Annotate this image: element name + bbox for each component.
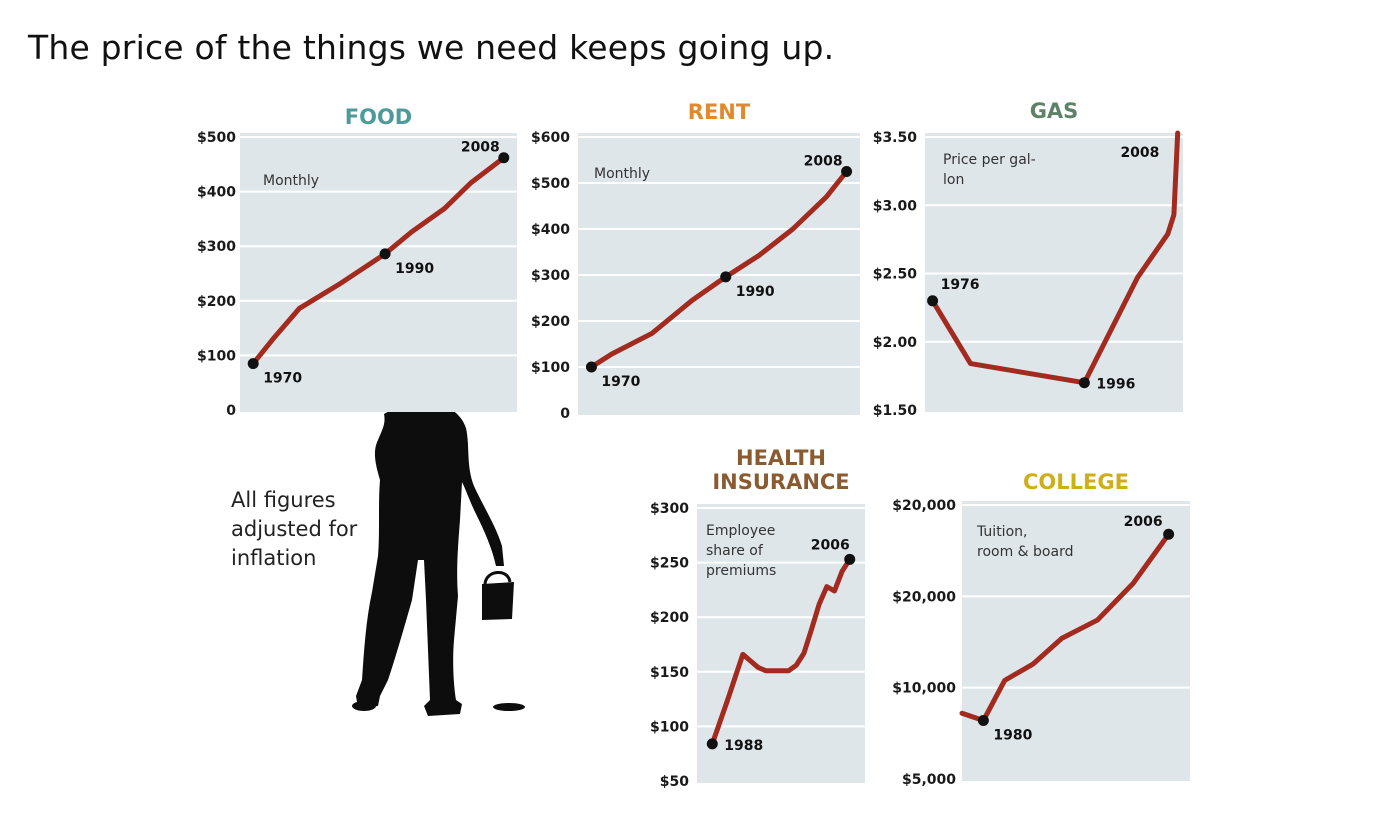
college-point-2006 <box>1163 528 1175 540</box>
health-title: INSURANCE <box>712 470 849 494</box>
college-tick-label: $5,000 <box>902 772 956 788</box>
gas-tick-label: $2.00 <box>873 335 918 351</box>
rent-point-1970 <box>585 361 597 373</box>
gas-point-label: 1976 <box>941 277 980 293</box>
food-tick-label: $100 <box>197 348 236 364</box>
food-tick-label: $500 <box>197 130 236 146</box>
food-subtitle: Monthly <box>263 173 319 189</box>
health-tick-label: $200 <box>650 610 689 626</box>
health-series-line <box>709 556 853 747</box>
rent-point-label: 1970 <box>601 374 640 390</box>
gas-point-label: 1996 <box>1096 377 1135 393</box>
health-point-label: 2006 <box>811 537 850 553</box>
rent-subtitle: Monthly <box>594 166 650 182</box>
chart-gas: $1.50 $2.00 $2.50 $3.00 $3.50 GAS Price per ga… <box>873 99 1183 419</box>
college-point-label: 1980 <box>993 728 1032 744</box>
rent-tick-label: 0 <box>560 406 570 422</box>
rent-tick-label: $400 <box>531 222 570 238</box>
college-tick-label: $20,000 <box>892 589 956 605</box>
college-tick-label: $10,000 <box>892 681 956 697</box>
gas-tick-label: $3.50 <box>873 130 918 146</box>
gas-series-line <box>930 130 1181 386</box>
rent-title: RENT <box>688 100 751 124</box>
college-title: COLLEGE <box>1023 470 1129 494</box>
health-tick-label: $50 <box>660 774 689 790</box>
gas-tick-label: $2.50 <box>873 267 918 283</box>
note-line: All figures <box>231 488 336 512</box>
health-tick-label: $250 <box>650 556 689 572</box>
health-point-label: 1988 <box>724 738 763 754</box>
food-tick-label: $300 <box>197 239 236 255</box>
gas-point-label: 2008 <box>1120 145 1159 161</box>
health-tick-label: $300 <box>650 501 689 517</box>
gas-subtitle: Price per gal- <box>943 152 1036 168</box>
college-tick-label: $20,000 <box>892 498 956 514</box>
health-tick-label: $150 <box>650 665 689 681</box>
chart-college: $5,000 $10,000 $20,000 $20,000 COLLEGE Tuitio… <box>892 470 1190 788</box>
gas-point-1976 <box>927 295 939 307</box>
college-point-1980 <box>977 715 989 727</box>
food-point-1990 <box>379 248 391 260</box>
rent-point-label: 1990 <box>736 284 775 300</box>
health-panel <box>697 504 865 783</box>
rent-tick-label: $500 <box>531 176 570 192</box>
health-subtitle: premiums <box>706 563 776 579</box>
gas-tick-label: $3.00 <box>873 198 918 214</box>
health-point-2006 <box>844 553 856 565</box>
food-point-2008 <box>498 152 510 164</box>
health-tick-label: $100 <box>650 719 689 735</box>
rent-point-2008 <box>841 166 853 177</box>
college-subtitle: Tuition, <box>976 524 1027 540</box>
health-subtitle: share of <box>706 543 764 559</box>
rent-tick-label: $100 <box>531 360 570 376</box>
food-point-1970 <box>247 358 259 370</box>
rent-tick-label: $600 <box>531 130 570 146</box>
chart-rent: 0 $100 $200 $300 $400 $500 $600 RENT Monthly 1970… <box>531 100 860 422</box>
food-point-label: 2008 <box>461 140 500 156</box>
gas-tick-label: $1.50 <box>873 403 918 419</box>
inflation-note: All figures adjusted for inflation <box>231 486 357 573</box>
college-point-label: 2006 <box>1124 514 1163 530</box>
food-panel <box>240 133 517 412</box>
health-subtitle: Employee <box>706 523 775 539</box>
food-tick-label: $200 <box>197 294 236 310</box>
food-point-label: 1990 <box>395 261 434 277</box>
note-line: adjusted for <box>231 517 358 541</box>
painter-silhouette <box>352 360 525 716</box>
chart-food: 0 $100 $200 $300 $400 $500 FOOD Monthly 1970 1990… <box>197 105 517 419</box>
rent-point-label: 2008 <box>804 154 843 170</box>
college-series-line <box>959 531 1172 724</box>
gas-subtitle: lon <box>943 172 964 188</box>
page-title: The price of the things we need keeps go… <box>28 28 835 67</box>
college-subtitle: room & board <box>977 544 1073 560</box>
food-title: FOOD <box>345 105 412 129</box>
rent-tick-label: $200 <box>531 314 570 330</box>
health-title: HEALTH <box>736 446 826 470</box>
rent-tick-label: $300 <box>531 268 570 284</box>
health-point-1988 <box>706 738 718 750</box>
college-panel <box>962 501 1190 781</box>
gas-point-1996 <box>1078 377 1090 389</box>
rent-point-1990 <box>720 271 732 283</box>
food-tick-label: 0 <box>226 403 236 419</box>
note-line: inflation <box>231 546 317 570</box>
food-point-label: 1970 <box>263 371 302 387</box>
food-tick-label: $400 <box>197 185 236 201</box>
gas-title: GAS <box>1030 99 1079 123</box>
